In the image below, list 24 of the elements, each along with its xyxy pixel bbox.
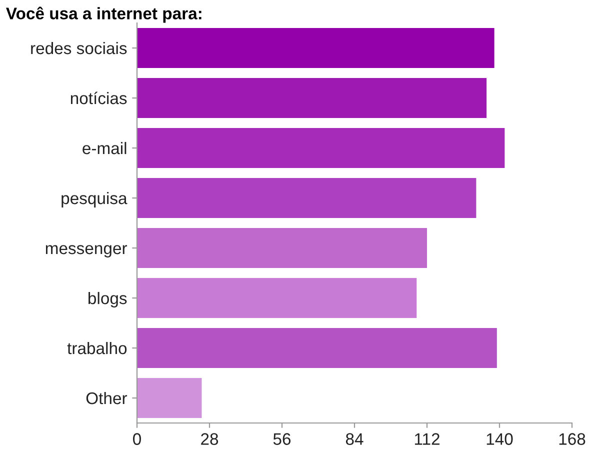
bar <box>137 178 476 218</box>
y-tick-label: blogs <box>88 292 127 308</box>
bar <box>137 228 427 268</box>
y-tick-label: trabalho <box>67 342 127 354</box>
y-tick-label: pesquisa <box>62 192 128 208</box>
bar <box>137 328 497 368</box>
bar <box>137 278 417 318</box>
chart-title: Você usa a internet para: <box>6 6 202 23</box>
x-tick-label: 0 <box>133 433 141 445</box>
x-tick-label: 140 <box>486 433 513 445</box>
x-tick-label: 168 <box>559 433 586 445</box>
y-tick-label: Other <box>86 392 128 404</box>
bar <box>137 78 487 118</box>
y-tick-label: e-mail <box>82 142 126 154</box>
x-tick-label: 56 <box>273 433 291 445</box>
x-tick-label: 28 <box>201 433 218 445</box>
y-tick-label: notícias <box>70 92 127 104</box>
y-tick-label: redes sociais <box>31 42 127 54</box>
bar <box>137 28 494 68</box>
bar <box>137 378 202 418</box>
x-tick-label: 84 <box>346 433 364 445</box>
x-tick-label: 112 <box>414 433 440 445</box>
bar <box>137 128 505 168</box>
y-tick-label: messenger <box>46 245 128 258</box>
